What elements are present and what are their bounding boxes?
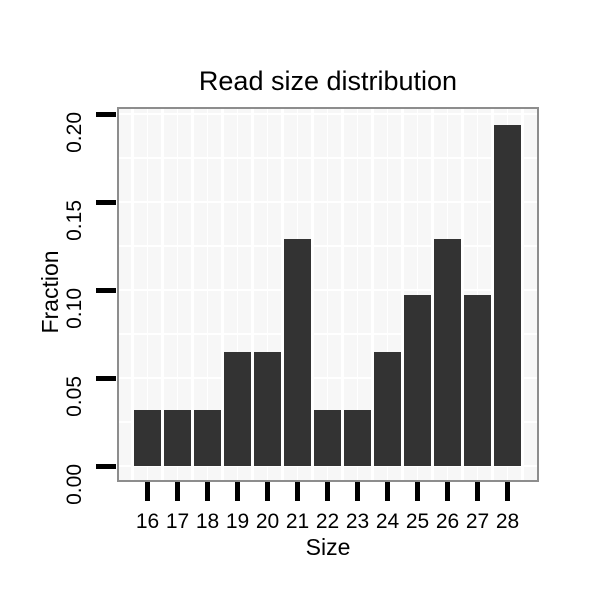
y-tick-label: 0.15 <box>63 200 86 241</box>
x-tick-label: 16 <box>135 510 160 533</box>
bar-21 <box>284 239 311 466</box>
gridline-minor-v <box>491 109 494 480</box>
gridline-major-v <box>327 109 328 480</box>
bar-25 <box>404 295 431 466</box>
x-tick-label: 28 <box>495 510 520 533</box>
y-tick-label: 0.00 <box>63 464 86 505</box>
plot-panel <box>117 107 539 482</box>
bar-20 <box>254 352 281 466</box>
gridline-minor-v <box>131 109 134 480</box>
x-tick <box>295 482 300 501</box>
bar-16 <box>134 410 161 466</box>
x-tick <box>415 482 420 501</box>
x-tick <box>205 482 210 501</box>
gridline-major-v <box>207 109 208 480</box>
gridline-minor-v <box>311 109 314 480</box>
gridline-minor-v <box>401 109 404 480</box>
gridline-minor-v <box>281 109 284 480</box>
gridline-major-v <box>387 109 388 480</box>
x-tick-label: 27 <box>465 510 490 533</box>
x-tick-label: 26 <box>435 510 460 533</box>
gridline-major-h <box>119 113 537 115</box>
y-tick <box>96 287 116 293</box>
y-tick <box>96 111 116 117</box>
bar-22 <box>314 410 341 466</box>
x-tick-label: 18 <box>195 510 220 533</box>
gridline-major-h <box>119 465 537 467</box>
x-tick <box>355 482 360 501</box>
x-tick-label: 19 <box>225 510 250 533</box>
gridline-minor-h <box>119 333 537 335</box>
y-axis-title: Fraction <box>37 250 63 334</box>
x-tick <box>175 482 180 501</box>
y-tick-label: 0.05 <box>63 376 86 417</box>
x-tick <box>475 482 480 501</box>
gridline-minor-h <box>119 157 537 159</box>
gridline-major-h <box>119 377 537 379</box>
x-tick <box>445 482 450 501</box>
gridline-major-v <box>237 109 238 480</box>
gridline-major-h <box>119 289 537 291</box>
gridline-minor-h <box>119 245 537 247</box>
x-tick <box>385 482 390 501</box>
gridline-minor-v <box>221 109 224 480</box>
gridline-minor-v <box>371 109 374 480</box>
bar-26 <box>434 239 461 466</box>
bar-18 <box>194 410 221 466</box>
y-tick <box>96 199 116 205</box>
x-tick-label: 17 <box>165 510 190 533</box>
gridline-minor-v <box>431 109 434 480</box>
y-tick <box>96 463 116 469</box>
x-tick-label: 22 <box>315 510 340 533</box>
gridline-major-v <box>357 109 358 480</box>
x-tick <box>325 482 330 501</box>
y-tick <box>96 375 116 381</box>
x-tick-label: 21 <box>285 510 310 533</box>
x-axis-title: Size <box>305 534 351 560</box>
gridline-minor-v <box>341 109 344 480</box>
x-tick-label: 20 <box>255 510 280 533</box>
gridline-minor-v <box>161 109 164 480</box>
gridline-minor-v <box>191 109 194 480</box>
gridline-minor-v <box>521 109 524 480</box>
x-tick-label: 24 <box>375 510 400 533</box>
gridline-major-h <box>119 201 537 203</box>
y-tick-label: 0.10 <box>63 288 86 329</box>
x-tick <box>505 482 510 501</box>
bar-24 <box>374 352 401 466</box>
y-tick-label: 0.20 <box>63 112 86 153</box>
gridline-minor-v <box>251 109 254 480</box>
bar-19 <box>224 352 251 466</box>
x-tick <box>145 482 150 501</box>
x-tick <box>235 482 240 501</box>
bar-28 <box>494 125 521 466</box>
gridline-major-v <box>417 109 418 480</box>
x-tick <box>265 482 270 501</box>
gridline-major-v <box>267 109 268 480</box>
bar-27 <box>464 295 491 466</box>
chart-title: Read size distribution <box>198 66 458 96</box>
gridline-major-v <box>177 109 178 480</box>
x-tick-label: 25 <box>405 510 430 533</box>
bar-23 <box>344 410 371 466</box>
gridline-major-v <box>147 109 148 480</box>
bar-17 <box>164 410 191 466</box>
gridline-major-v <box>477 109 478 480</box>
x-tick-label: 23 <box>345 510 370 533</box>
gridline-minor-v <box>461 109 464 480</box>
